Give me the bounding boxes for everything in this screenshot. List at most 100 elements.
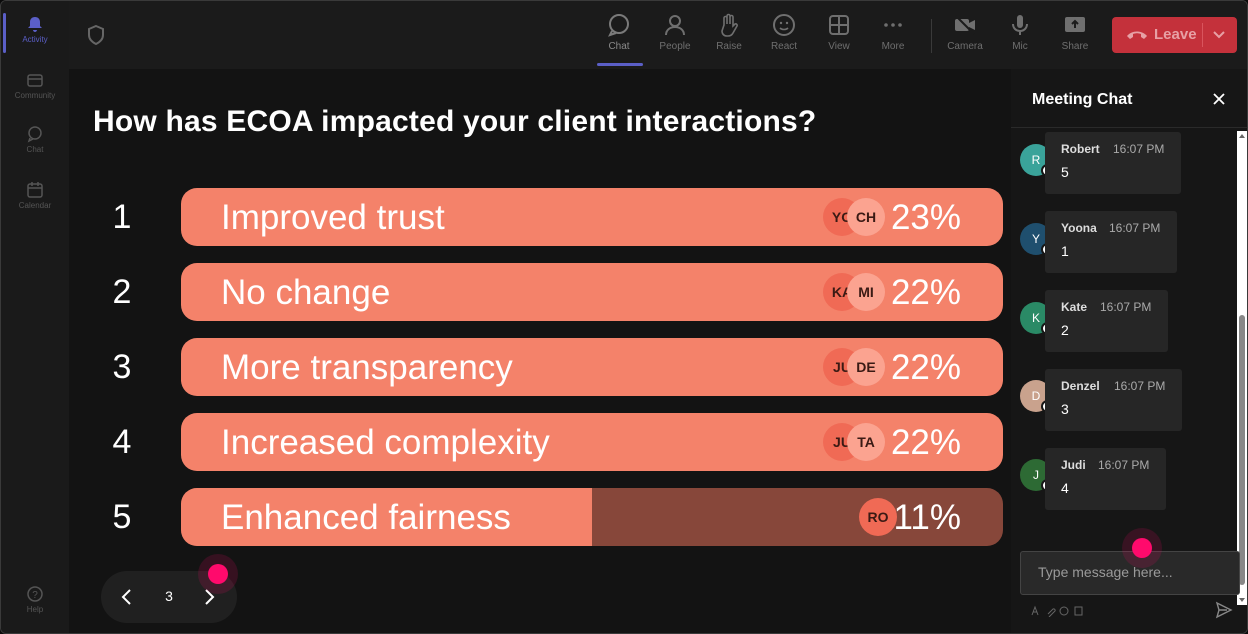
message-time: 16:07 PM: [1109, 221, 1161, 235]
poll-option[interactable]: 4 Increased complexity JU TA 22%: [69, 413, 1011, 471]
camera-off-icon: [955, 15, 975, 35]
scroll-down-arrow-icon[interactable]: [1239, 597, 1245, 603]
message-time: 16:07 PM: [1114, 379, 1166, 393]
page-number: 3: [165, 588, 173, 604]
option-number: 5: [112, 498, 132, 536]
pointer-indicator: [208, 564, 228, 584]
option-number: 4: [112, 423, 132, 461]
leave-button[interactable]: Leave: [1112, 17, 1237, 53]
poll-option[interactable]: 2 No change KA MI 22%: [69, 263, 1011, 321]
mic-button[interactable]: Mic: [994, 11, 1046, 61]
option-bar: Enhanced fairness RO 11%: [181, 488, 1003, 546]
toolbar-divider: [931, 19, 932, 53]
raise-hand-button[interactable]: Raise: [703, 11, 755, 61]
microphone-icon: [1012, 15, 1028, 35]
meeting-chat-panel: Meeting Chat R Robert 16:07 PM 5 Y Yoona…: [1011, 69, 1247, 633]
sender-name: Yoona: [1061, 221, 1097, 235]
rail-item-help[interactable]: ? Help: [1, 579, 69, 629]
shield-icon[interactable]: [87, 25, 105, 45]
view-button-label: View: [828, 41, 850, 52]
option-percent: 22%: [890, 273, 961, 312]
chat-button[interactable]: Chat: [593, 11, 645, 61]
voter-avatar: CH: [847, 198, 885, 236]
avatar-initial: Y: [1031, 232, 1040, 246]
chat-scrollbar[interactable]: [1237, 131, 1247, 605]
chevron-right-icon[interactable]: [197, 585, 221, 609]
rail-item-community[interactable]: Community: [1, 65, 69, 115]
option-label: No change: [221, 273, 391, 312]
close-icon[interactable]: [1211, 91, 1227, 107]
option-bar: More transparency JU DE 22%: [181, 338, 1003, 396]
rail-item-activity[interactable]: Activity: [1, 9, 69, 59]
rail-label: Help: [26, 605, 44, 614]
voter-avatar: DE: [847, 348, 885, 386]
message-input[interactable]: [1021, 552, 1238, 592]
option-bar: Improved trust YO CH 23%: [181, 188, 1003, 246]
meeting-toolbar: Chat People Raise React View More Camera: [69, 1, 1247, 69]
people-icon: [665, 15, 685, 36]
chevron-down-icon[interactable]: [1210, 25, 1228, 43]
poll-option[interactable]: 3 More transparency JU DE 22%: [69, 338, 1011, 396]
voter-avatar: TA: [847, 423, 885, 461]
share-button-label: Share: [1061, 41, 1089, 52]
bell-icon: [28, 17, 42, 32]
people-button[interactable]: People: [649, 11, 701, 61]
scrollbar-thumb[interactable]: [1239, 315, 1245, 585]
option-number: 1: [112, 198, 132, 236]
camera-button[interactable]: Camera: [939, 11, 991, 61]
react-button[interactable]: React: [758, 11, 810, 61]
option-label: Enhanced fairness: [221, 498, 511, 537]
message-time: 16:07 PM: [1113, 142, 1165, 156]
option-percent: 22%: [890, 423, 961, 462]
avatar-initial: D: [1031, 389, 1041, 403]
option-label: More transparency: [221, 348, 513, 387]
share-screen-icon: [1065, 17, 1085, 32]
message-text: 4: [1061, 480, 1069, 496]
pointer-indicator: [1132, 538, 1152, 558]
option-label: Increased complexity: [221, 423, 550, 462]
chat-icon: [27, 126, 42, 143]
hang-up-icon: [1127, 31, 1147, 39]
more-dots-icon: [884, 23, 902, 27]
formatting-tools-icon[interactable]: [1031, 605, 1101, 617]
chat-message: Kate 16:07 PM 2: [1045, 290, 1168, 352]
avatar-initial: K: [1031, 311, 1040, 325]
message-time: 16:07 PM: [1100, 300, 1152, 314]
poll-question: How has ECOA impacted your client intera…: [93, 105, 817, 138]
chat-message: Judi 16:07 PM 4: [1045, 448, 1166, 510]
chat-message: Robert 16:07 PM 5: [1045, 132, 1181, 194]
rail-label: Calendar: [18, 201, 52, 210]
message-text: 5: [1061, 164, 1069, 180]
rail-item-chat[interactable]: Chat: [1, 119, 69, 169]
message-compose-box[interactable]: [1020, 551, 1240, 595]
chat-header-divider: [1011, 127, 1247, 128]
scroll-up-arrow-icon[interactable]: [1239, 133, 1245, 139]
community-icon: [27, 74, 43, 87]
chat-message-list: R Robert 16:07 PM 5 Y Yoona 16:07 PM 1 K…: [1011, 129, 1233, 607]
react-button-label: React: [770, 41, 798, 52]
option-number: 2: [112, 273, 132, 311]
option-bar: Increased complexity JU TA 22%: [181, 413, 1003, 471]
view-button[interactable]: View: [813, 11, 865, 61]
poll-option[interactable]: 1 Improved trust YO CH 23%: [69, 188, 1011, 246]
rail-label: Chat: [26, 145, 44, 154]
message-text: 2: [1061, 322, 1069, 338]
rail-label: Community: [14, 91, 56, 100]
chat-title: Meeting Chat: [1032, 91, 1133, 108]
chat-message: Denzel 16:07 PM 3: [1045, 369, 1182, 431]
chevron-left-icon[interactable]: [115, 585, 139, 609]
poll-option[interactable]: 5 Enhanced fairness RO 11%: [69, 488, 1011, 546]
chat-button-label: Chat: [608, 41, 630, 52]
more-button[interactable]: More: [867, 11, 919, 61]
message-text: 3: [1061, 401, 1069, 417]
leave-label: Leave: [1154, 26, 1197, 43]
rail-item-calendar[interactable]: Calendar: [1, 175, 69, 225]
avatar-initial: R: [1031, 153, 1041, 167]
share-button[interactable]: Share: [1049, 11, 1101, 61]
chat-bubble-icon: [608, 14, 629, 37]
send-icon[interactable]: [1215, 601, 1233, 619]
option-number: 3: [112, 348, 132, 386]
leave-divider: [1202, 23, 1203, 47]
hand-icon: [721, 13, 738, 37]
